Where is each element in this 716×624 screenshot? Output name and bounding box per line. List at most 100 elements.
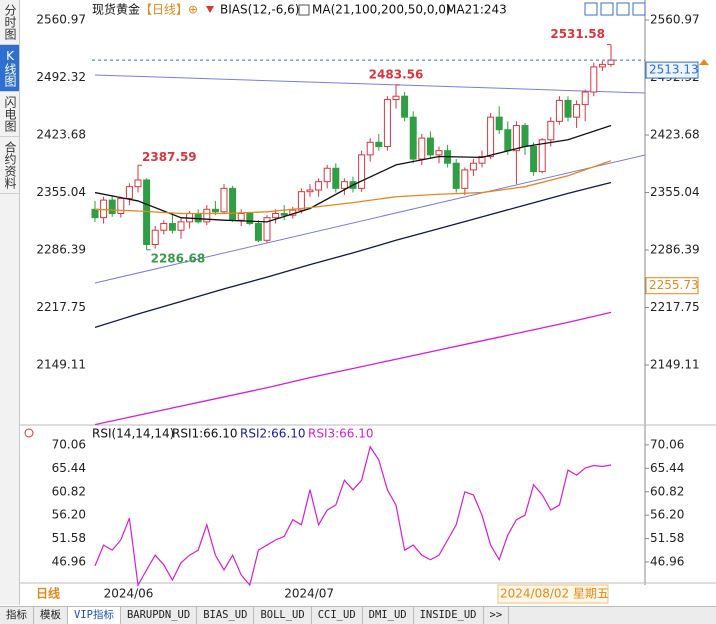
bottom-tabs: 指标 模板 VIP指标 BARUPDN_UD BIAS_UD BOLL_UD CCI_UD D… bbox=[0, 606, 716, 624]
candle-body bbox=[246, 212, 254, 225]
level-label: 2255.73 bbox=[649, 278, 699, 292]
candle-body bbox=[573, 104, 581, 118]
cursor-box bbox=[497, 584, 609, 604]
window-buttons bbox=[584, 2, 646, 16]
bottom-tab[interactable]: 模板 bbox=[34, 607, 68, 624]
bottom-tab[interactable]: VIP指标 bbox=[68, 607, 121, 624]
candle-body bbox=[211, 208, 219, 213]
candle-body bbox=[521, 125, 529, 147]
candle-body bbox=[461, 169, 469, 189]
y-tick-label: 2149.11 bbox=[36, 358, 86, 372]
indicator: MA21:243 bbox=[446, 3, 507, 17]
win-btn[interactable] bbox=[616, 2, 630, 16]
win-btn[interactable] bbox=[584, 2, 598, 16]
y-tick-label: 2560.97 bbox=[36, 13, 86, 27]
bottom-tab[interactable]: INSIDE_UD bbox=[414, 607, 484, 624]
candle-body bbox=[108, 199, 116, 214]
y-tick-label: 2355.04 bbox=[650, 185, 700, 199]
add-icon[interactable]: ⊕ bbox=[188, 3, 198, 17]
bottom-tab[interactable]: DMI_UD bbox=[363, 607, 414, 624]
y-tick-label: 2217.75 bbox=[36, 300, 86, 314]
y-tick-label: 2355.04 bbox=[36, 185, 86, 199]
level-box bbox=[645, 277, 699, 295]
candle-body bbox=[392, 95, 400, 101]
side-tab[interactable]: 闪电图 bbox=[0, 92, 19, 137]
legend-entry: RSI2:66.10 bbox=[240, 427, 306, 441]
y-tick-label: 2423.68 bbox=[36, 128, 86, 142]
bottom-tab[interactable]: BIAS_UD bbox=[197, 607, 255, 624]
ind-icon[interactable] bbox=[206, 6, 214, 13]
candle-body bbox=[203, 208, 211, 223]
candle-body bbox=[607, 59, 615, 65]
y-tick-label: 51.58 bbox=[52, 531, 86, 545]
candle-body bbox=[564, 99, 572, 118]
extreme-label: 2286.68 bbox=[151, 251, 206, 265]
x-tick-label: 2024/06 bbox=[104, 587, 154, 601]
candle-body bbox=[160, 223, 168, 231]
side-tab[interactable]: 合约资料 bbox=[0, 137, 19, 194]
candle-body bbox=[409, 116, 417, 160]
bottom-tab[interactable]: 指标 bbox=[0, 607, 34, 624]
candle-body bbox=[547, 120, 555, 141]
side-tab[interactable]: 分时图 bbox=[0, 0, 19, 45]
candle-body bbox=[297, 191, 305, 211]
y-tick-label: 2149.11 bbox=[650, 358, 700, 372]
chart: 现货黄金 【日线】 ⊕ BIAS(12,-6,6) MA(21,100,200,… bbox=[20, 0, 716, 605]
candle-body bbox=[306, 189, 314, 193]
candle-body bbox=[401, 95, 409, 118]
candle-body bbox=[598, 63, 606, 68]
candle-body bbox=[220, 187, 228, 213]
candle-body bbox=[125, 186, 133, 199]
win-btn[interactable] bbox=[632, 2, 646, 16]
x-tick-label: 2024/07 bbox=[284, 587, 334, 601]
candle-body bbox=[254, 223, 262, 241]
alert-icon bbox=[699, 59, 709, 66]
ma-line bbox=[94, 311, 612, 425]
candle-body bbox=[272, 212, 280, 219]
y-tick-label: 2423.68 bbox=[650, 128, 700, 142]
candle-body bbox=[332, 167, 340, 189]
candle-body bbox=[590, 66, 598, 93]
trend-line bbox=[94, 154, 646, 284]
y-tick-label: 2560.97 bbox=[650, 13, 700, 27]
y-tick-label: 70.06 bbox=[650, 437, 684, 451]
y-tick-label: 46.96 bbox=[52, 554, 86, 568]
candle-body bbox=[151, 229, 159, 245]
legend-entry: RSI1:66.10 bbox=[172, 427, 238, 441]
side-tab[interactable]: K线图 bbox=[0, 45, 19, 92]
candle-body bbox=[383, 99, 391, 147]
ind-icon[interactable] bbox=[298, 4, 310, 16]
candle-body bbox=[100, 199, 108, 219]
bottom-tab[interactable]: >> bbox=[484, 607, 510, 624]
candle-body bbox=[495, 116, 503, 131]
candle-body bbox=[512, 125, 520, 152]
candle-body bbox=[263, 217, 271, 241]
candle-body bbox=[530, 145, 538, 173]
last-price-label: 2513.13 bbox=[649, 63, 699, 77]
candle-body bbox=[177, 221, 185, 231]
candle-body bbox=[237, 212, 245, 221]
y-tick-label: 70.06 bbox=[52, 437, 86, 451]
extreme-label: 2387.59 bbox=[142, 150, 197, 164]
candle-body bbox=[358, 154, 366, 189]
candle-body bbox=[452, 162, 460, 189]
last-price-box bbox=[645, 61, 699, 79]
candle-body bbox=[366, 141, 374, 156]
ma-line bbox=[94, 124, 612, 223]
bottom-tab[interactable]: CCI_UD bbox=[312, 607, 363, 624]
y-tick-label: 2217.75 bbox=[650, 300, 700, 314]
candle-body bbox=[487, 116, 495, 158]
legend-entry: RSI3:66.10 bbox=[308, 427, 374, 441]
rsi-line bbox=[94, 445, 612, 587]
y-tick-label: 51.58 bbox=[650, 531, 684, 545]
extreme-label: 2483.56 bbox=[369, 67, 424, 81]
y-tick-label: 2286.39 bbox=[650, 243, 700, 257]
chart-bg bbox=[20, 0, 716, 605]
bottom-tab[interactable]: BOLL_UD bbox=[254, 607, 312, 624]
cursor-date: 2024/08/02 星期五 bbox=[500, 587, 609, 601]
trend-line bbox=[94, 74, 646, 94]
indicator: MA(21,100,200,50,0,0) bbox=[312, 3, 451, 17]
win-btn[interactable] bbox=[600, 2, 614, 16]
bottom-tab[interactable]: BARUPDN_UD bbox=[121, 607, 198, 624]
